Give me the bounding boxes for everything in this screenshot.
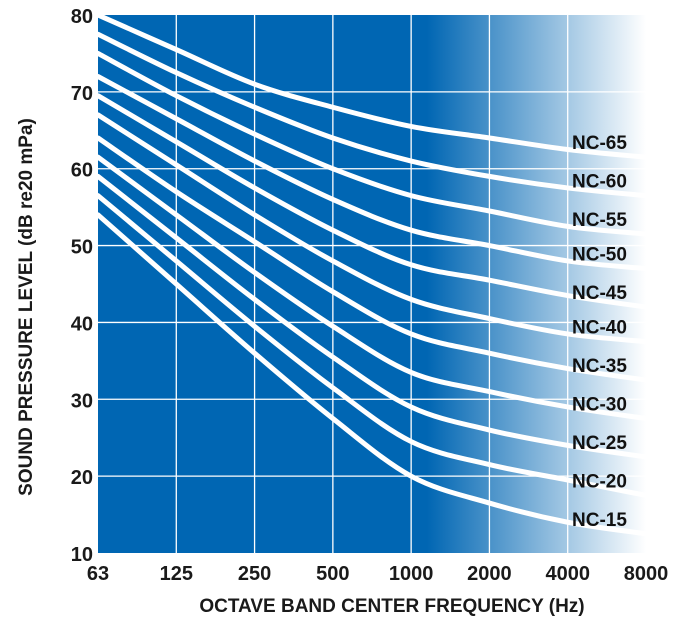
nc-curves [98, 15, 646, 537]
x-tick-label: 1000 [389, 563, 434, 585]
y-tick-label: 10 [71, 544, 93, 566]
curve-nc-35 [98, 135, 646, 383]
y-axis-title: SOUND PRESSURE LEVEL (dB re20 mPa) [16, 118, 37, 496]
curve-nc-25 [98, 173, 646, 460]
curve-label-nc-50: NC-50 [572, 245, 627, 266]
nc-curve-labels: NC-65 NC-60 NC-55 NC-50 NC-45 NC-40 NC-35 NC-30… [572, 133, 627, 531]
curve-label-nc-40: NC-40 [572, 318, 627, 339]
x-tick-label: 125 [160, 563, 193, 585]
y-tick-label: 70 [71, 83, 93, 105]
y-tick-label: 20 [71, 467, 93, 489]
y-tick-label: 30 [71, 390, 93, 412]
x-tick-label: 2000 [467, 563, 512, 585]
curve-label-nc-35: NC-35 [572, 356, 627, 377]
x-axis-title: OCTAVE BAND CENTER FREQUENCY (Hz) [199, 596, 584, 617]
curve-label-nc-30: NC-30 [572, 395, 627, 416]
y-tick-label: 50 [71, 237, 93, 259]
curve-label-nc-20: NC-20 [572, 471, 627, 492]
curve-label-nc-55: NC-55 [572, 210, 627, 231]
x-tick-label: 8000 [624, 563, 669, 585]
curve-nc-30 [98, 154, 646, 421]
curve-nc-65 [98, 15, 646, 160]
curve-label-nc-60: NC-60 [572, 172, 627, 193]
curve-nc-60 [98, 31, 646, 199]
y-tick-label: 60 [71, 160, 93, 182]
curve-nc-20 [98, 193, 646, 498]
x-tick-label: 63 [87, 563, 109, 585]
curve-label-nc-45: NC-45 [572, 283, 627, 304]
curve-nc-40 [98, 112, 646, 345]
curve-nc-15 [98, 212, 646, 537]
curve-label-nc-25: NC-25 [572, 433, 627, 454]
x-tick-label: 250 [238, 563, 271, 585]
y-tick-label: 40 [71, 313, 93, 335]
x-tick-label: 4000 [545, 563, 590, 585]
x-tick-label: 500 [316, 563, 349, 585]
curve-nc-45 [98, 93, 646, 310]
curve-label-nc-15: NC-15 [572, 510, 627, 531]
curve-label-nc-65: NC-65 [572, 133, 627, 154]
x-axis-ticks: 63 125 250 500 1000 2000 4000 8000 [87, 563, 668, 585]
curve-nc-55 [98, 50, 646, 237]
y-axis-ticks: 10 20 30 40 50 60 70 80 [71, 6, 93, 566]
curve-nc-50 [98, 73, 646, 272]
y-tick-label: 80 [71, 6, 93, 28]
